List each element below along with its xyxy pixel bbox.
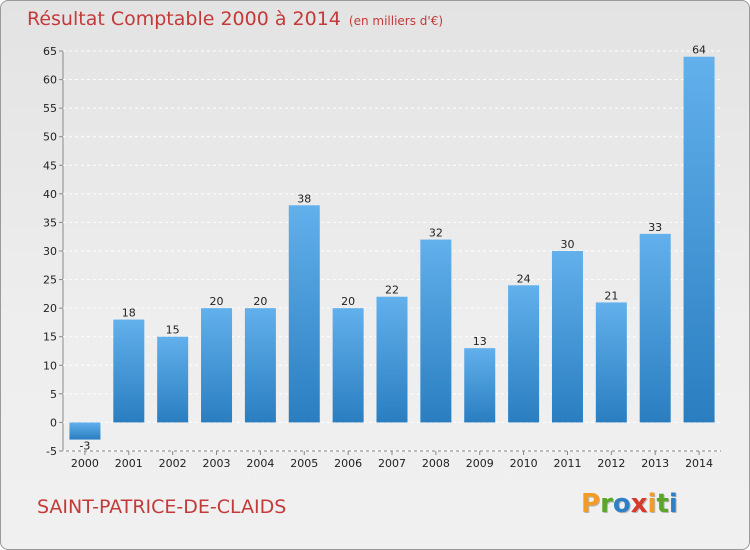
data-label: 33 — [648, 221, 662, 234]
x-tick-label: 2000 — [71, 457, 99, 470]
data-label: 15 — [166, 324, 180, 337]
data-label: 13 — [473, 335, 487, 348]
logo-letter: t — [656, 489, 669, 519]
bar-2000 — [69, 422, 101, 440]
bar-2004 — [244, 308, 276, 423]
y-tick-label: 0 — [50, 416, 57, 429]
x-tick-label: 2004 — [246, 457, 274, 470]
x-tick-label: 2010 — [510, 457, 538, 470]
bar-2002 — [157, 336, 189, 423]
y-tick-label: 10 — [43, 359, 57, 372]
logo-letter: P — [581, 489, 601, 519]
bar-2001 — [113, 319, 145, 423]
y-tick-label: 5 — [50, 388, 57, 401]
x-tick-label: 2014 — [685, 457, 713, 470]
y-tick-label: 40 — [43, 188, 57, 201]
logo-letter: x — [630, 489, 648, 519]
data-label: 64 — [692, 44, 706, 57]
data-label: 20 — [210, 295, 224, 308]
logo-letter: o — [612, 489, 631, 519]
title-text: Résultat Comptable 2000 à 2014 — [27, 8, 341, 30]
logo-letter: i — [668, 489, 678, 519]
data-label: 30 — [560, 238, 574, 251]
data-label: 20 — [341, 295, 355, 308]
data-label: 32 — [429, 227, 443, 240]
y-tick-label: 35 — [43, 216, 57, 229]
x-tick-label: 2002 — [159, 457, 187, 470]
y-tick-label: 60 — [43, 74, 57, 87]
x-tick-label: 2001 — [115, 457, 143, 470]
proxiti-logo: Proxiti — [581, 489, 678, 519]
bar-2007 — [376, 296, 408, 423]
x-tick-label: 2003 — [203, 457, 231, 470]
bar-2005 — [288, 205, 320, 423]
y-tick-label: 25 — [43, 274, 57, 287]
x-tick-label: 2005 — [290, 457, 318, 470]
y-tick-label: 65 — [43, 45, 57, 58]
data-label: -3 — [79, 439, 90, 452]
y-tick-label: 55 — [43, 102, 57, 115]
x-tick-label: 2011 — [553, 457, 581, 470]
data-label: 38 — [297, 192, 311, 205]
y-tick-label: -5 — [46, 445, 57, 458]
x-tick-label: 2013 — [641, 457, 669, 470]
x-tick-label: 2006 — [334, 457, 362, 470]
data-label: 21 — [604, 289, 618, 302]
x-tick-label: 2008 — [422, 457, 450, 470]
x-tick-label: 2007 — [378, 457, 406, 470]
y-tick-label: 20 — [43, 302, 57, 315]
bar-2011 — [551, 251, 583, 423]
y-tick-label: 45 — [43, 159, 57, 172]
bar-2013 — [639, 233, 671, 423]
bar-2003 — [201, 308, 233, 423]
chart-title: Résultat Comptable 2000 à 2014 (en millie… — [27, 8, 443, 30]
y-tick-label: 30 — [43, 245, 57, 258]
logo-letter: r — [600, 489, 613, 519]
x-tick-label: 2012 — [597, 457, 625, 470]
bar-2009 — [464, 348, 496, 423]
bar-2006 — [332, 308, 364, 423]
data-label: 18 — [122, 307, 136, 320]
bar-2012 — [595, 302, 627, 423]
data-label: 24 — [517, 272, 531, 285]
x-tick-label: 2009 — [466, 457, 494, 470]
logo-letter: i — [647, 489, 657, 519]
chart-subtitle: (en milliers d'€) — [348, 14, 444, 28]
data-label: 20 — [253, 295, 267, 308]
bar-2010 — [508, 285, 540, 423]
bar-2008 — [420, 239, 452, 423]
y-tick-label: 15 — [43, 331, 57, 344]
bar-2014 — [683, 56, 715, 423]
location-name: SAINT-PATRICE-DE-CLAIDS — [37, 496, 287, 518]
y-tick-label: 50 — [43, 131, 57, 144]
data-label: 22 — [385, 284, 399, 297]
